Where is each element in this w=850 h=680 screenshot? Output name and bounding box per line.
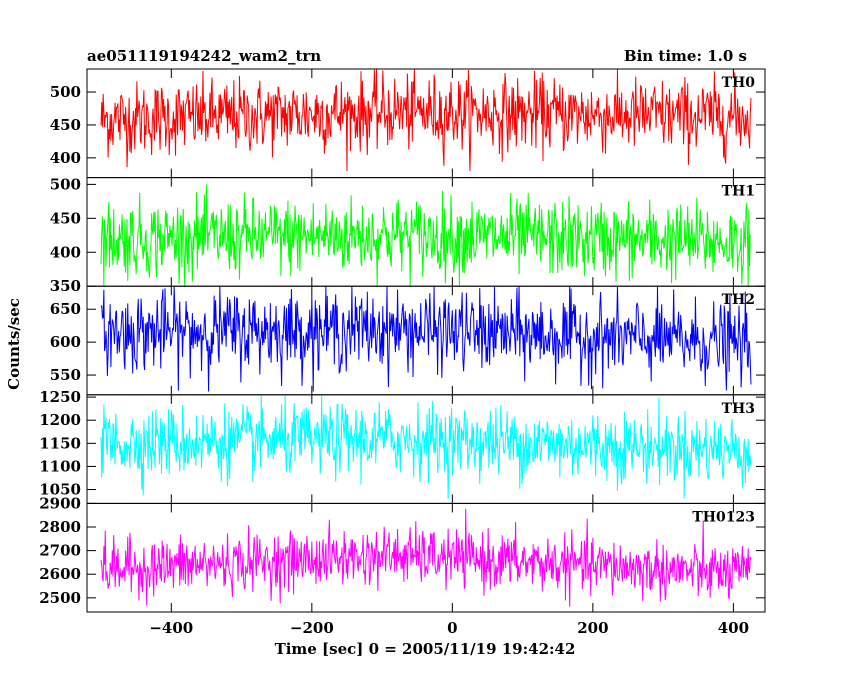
series-line-th0123	[100, 508, 752, 607]
x-tick-label: −200	[290, 619, 334, 637]
y-tick-label: 1050	[39, 481, 81, 499]
chart-title-left: ae051119194242_wam2_trn	[87, 47, 321, 65]
x-axis-label: Time [sec] 0 = 2005/11/19 19:42:42	[275, 640, 576, 658]
series-line-th1	[100, 184, 752, 287]
y-tick-label: 2800	[39, 518, 81, 536]
series-line-th3	[100, 394, 752, 499]
y-tick-label: 450	[50, 116, 81, 134]
panel-th3: 1050 1100 1150 1200 1250 TH3	[39, 388, 766, 504]
y-tick-label: 350	[50, 277, 81, 295]
panel-th1: 350 400 450 500 TH1	[50, 175, 766, 295]
y-tick-label: 2600	[39, 565, 81, 583]
y-tick-label: 500	[50, 83, 81, 101]
y-tick-label: 400	[50, 149, 81, 167]
chart-title-right: Bin time: 1.0 s	[624, 47, 747, 65]
y-axis-label: Counts/sec	[5, 298, 23, 390]
y-tick-label: 550	[50, 366, 81, 384]
y-tick-label: 2900	[39, 494, 81, 512]
y-tick-label: 450	[50, 209, 81, 227]
y-tick-label: 600	[50, 333, 81, 351]
x-tick-label: 200	[577, 619, 608, 637]
panel-th0123: 2500 2600 2700 2800 2900 TH0123	[39, 494, 766, 613]
series-line-th0	[100, 69, 752, 172]
y-tick-label: 1250	[39, 388, 81, 406]
y-tick-label: 650	[50, 300, 81, 318]
y-tick-label: 1100	[39, 457, 81, 475]
y-tick-label: 400	[50, 243, 81, 261]
panel-label-th0: TH0	[722, 75, 756, 91]
panel-th0: 400 450 500 TH0	[50, 68, 766, 179]
y-tick-label: 1200	[39, 411, 81, 429]
y-tick-label: 2700	[39, 542, 81, 560]
x-tick-label: 0	[447, 619, 457, 637]
x-tick-label: 400	[718, 619, 749, 637]
x-tick-label: −400	[149, 619, 193, 637]
panel-label-th0123: TH0123	[692, 509, 755, 525]
y-tick-label: 1150	[39, 434, 81, 452]
panels-group: 400 450 500 TH0 350 400 450 500 TH1 550 600 650 TH2 1…	[39, 68, 766, 613]
panel-frame	[86, 502, 766, 613]
y-tick-label: 2500	[39, 589, 81, 607]
series-line-th2	[100, 286, 752, 392]
x-axis: −400 −200 0 200 400	[149, 619, 749, 637]
y-tick-label: 500	[50, 175, 81, 193]
panel-label-th3: TH3	[722, 401, 755, 417]
panel-th2: 550 600 650 TH2	[50, 285, 766, 396]
panel-label-th2: TH2	[722, 292, 755, 308]
panel-label-th1: TH1	[722, 184, 755, 200]
